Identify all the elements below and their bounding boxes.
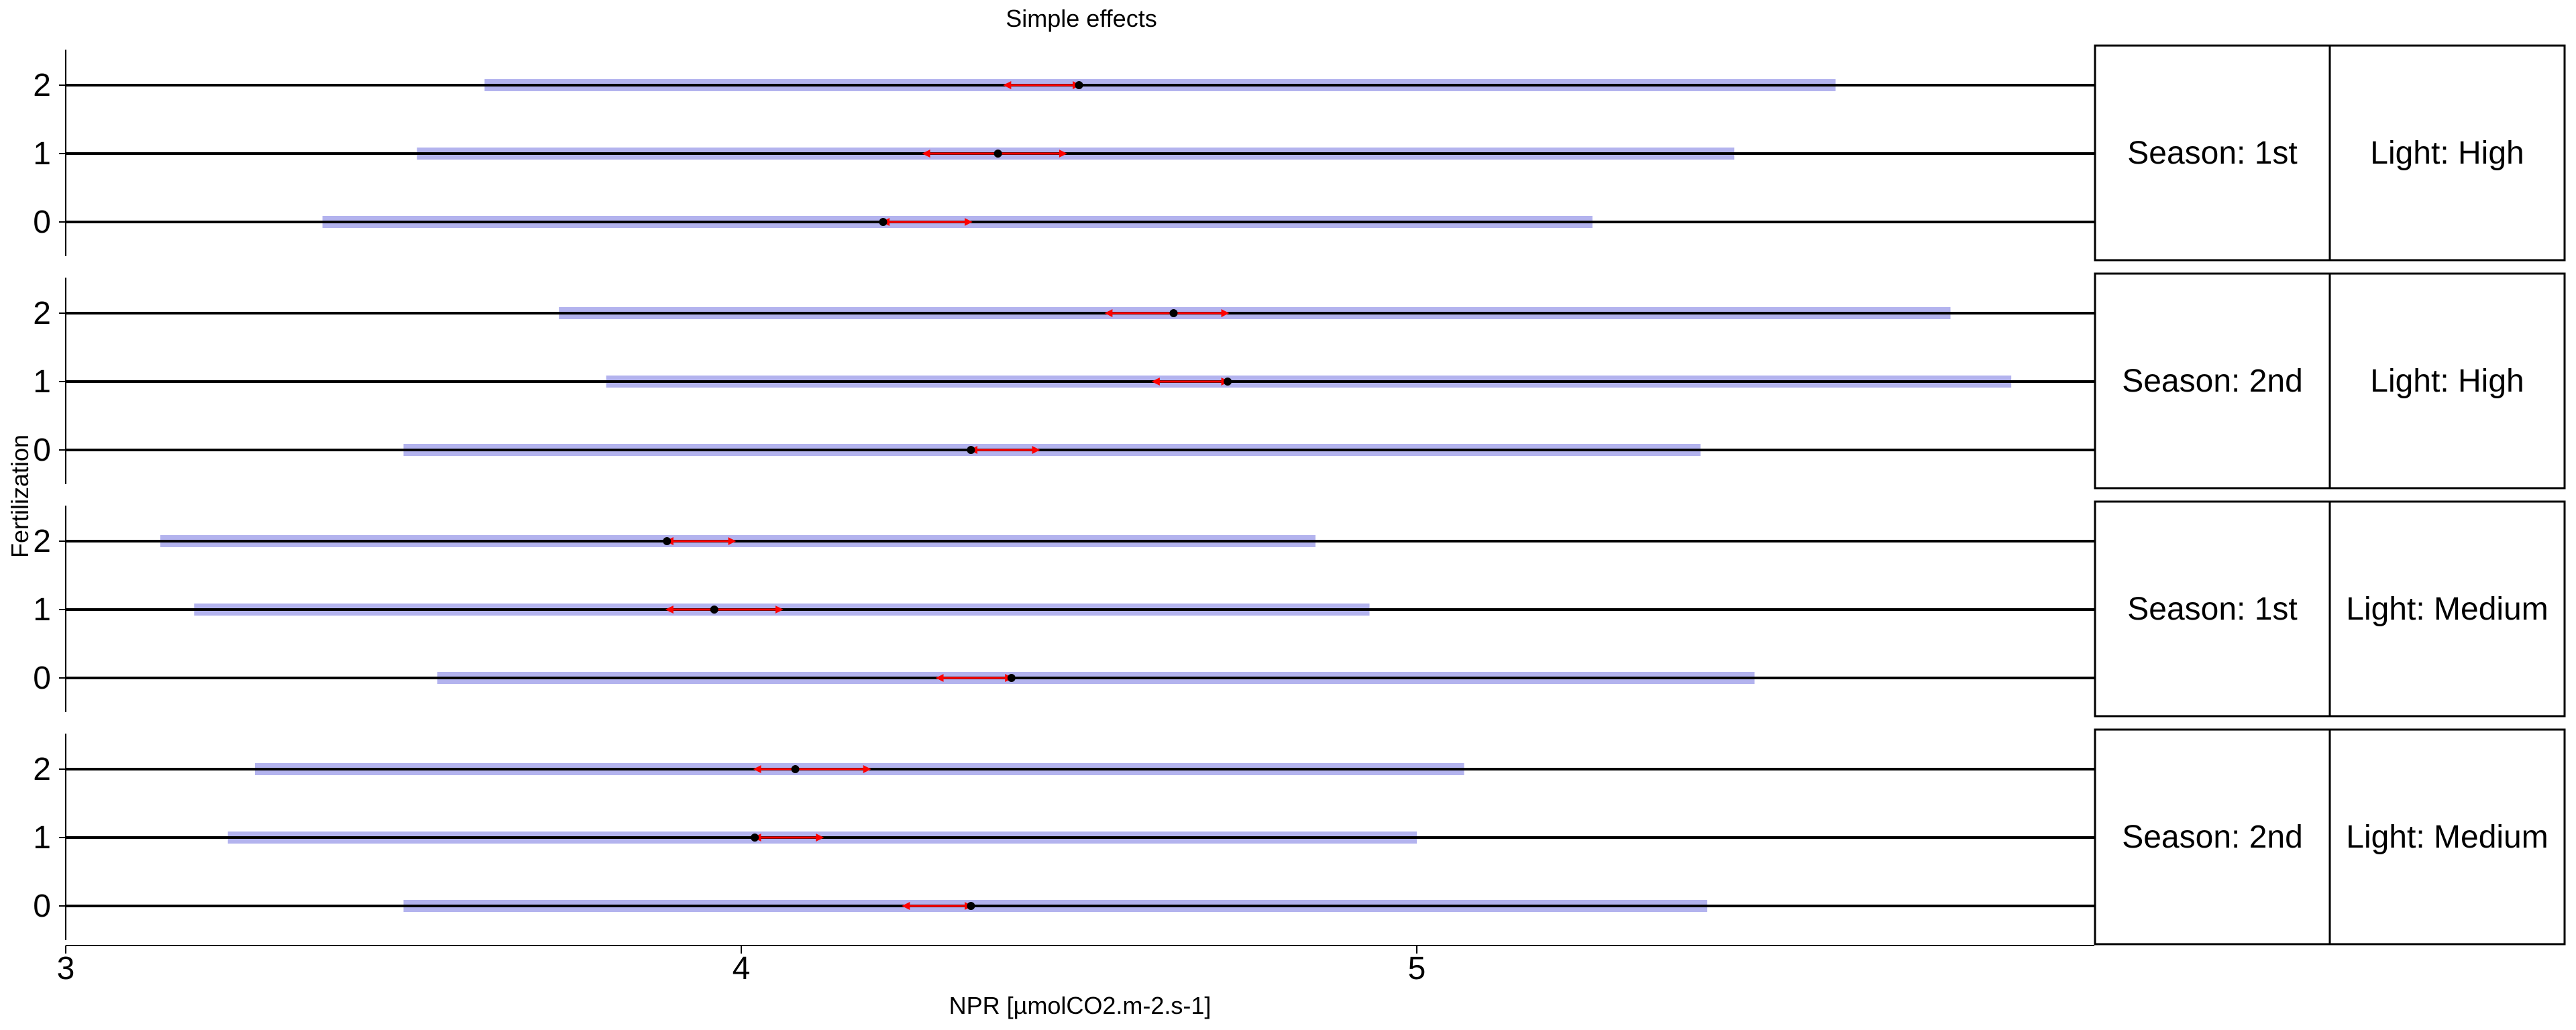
mean-point: [791, 765, 800, 773]
strip-light-box: [2328, 272, 2566, 490]
strip-light-box: [2328, 728, 2566, 946]
x-tick-label: 3: [57, 951, 75, 986]
y-tick-label: 0: [33, 433, 51, 468]
mean-point: [1075, 81, 1083, 89]
mean-point: [751, 834, 759, 842]
mean-point: [1224, 378, 1232, 386]
y-tick-label: 0: [33, 205, 51, 240]
panel: 2 1 0: [33, 506, 2094, 712]
strip-season-label: Season: 1st: [2127, 135, 2298, 171]
mean-point: [1007, 674, 1016, 682]
y-tick-label: 1: [33, 592, 51, 628]
panels: 2 1 0 2 1 0 2 1 0 2 1 0: [33, 50, 2094, 940]
y-tick-label: 1: [33, 364, 51, 400]
x-tick-label: 4: [733, 951, 751, 986]
mean-point: [1169, 309, 1178, 317]
strip-season-label: Season: 1st: [2127, 591, 2298, 627]
y-tick-label: 0: [33, 889, 51, 924]
y-tick-label: 2: [33, 524, 51, 559]
strip-light-box: [2328, 44, 2566, 262]
y-tick-label: 1: [33, 820, 51, 856]
mean-point: [710, 606, 718, 614]
mean-point: [967, 446, 975, 454]
mean-point: [994, 150, 1002, 158]
strip-season-box: [2094, 272, 2331, 490]
strip-light-label: Light: Medium: [2346, 819, 2548, 855]
x-tick-label: 5: [1408, 951, 1426, 986]
panel: 2 1 0: [33, 278, 2094, 484]
strip-light-label: Light: High: [2370, 363, 2524, 399]
mean-point: [967, 902, 975, 910]
strip-light-label: Light: Medium: [2346, 591, 2548, 627]
y-tick-label: 1: [33, 136, 51, 172]
mean-point: [663, 537, 672, 545]
x-axis-label: NPR [µmolCO2.m-2.s-1]: [949, 992, 1212, 1019]
y-tick-label: 2: [33, 68, 51, 103]
y-tick-label: 0: [33, 661, 51, 696]
strip-season-label: Season: 2nd: [2122, 819, 2303, 855]
strip-light-box: [2328, 500, 2566, 718]
facet-strips: Season: 1st Light: High Season: 2nd Light: …: [2094, 44, 2566, 946]
x-axis-ticks: 3 4 5: [57, 946, 1426, 986]
strip-season-box: [2094, 500, 2331, 718]
mean-point: [879, 218, 888, 226]
panel: 2 1 0: [33, 734, 2094, 940]
chart-title: Simple effects: [1006, 5, 1157, 32]
y-tick-label: 2: [33, 296, 51, 331]
strip-light-label: Light: High: [2370, 135, 2524, 171]
y-tick-label: 2: [33, 752, 51, 787]
strip-season-box: [2094, 44, 2331, 262]
panel: 2 1 0: [33, 50, 2094, 256]
y-axis-label: Fertilization: [6, 435, 34, 558]
strip-season-box: [2094, 728, 2331, 946]
strip-season-label: Season: 2nd: [2122, 363, 2303, 399]
